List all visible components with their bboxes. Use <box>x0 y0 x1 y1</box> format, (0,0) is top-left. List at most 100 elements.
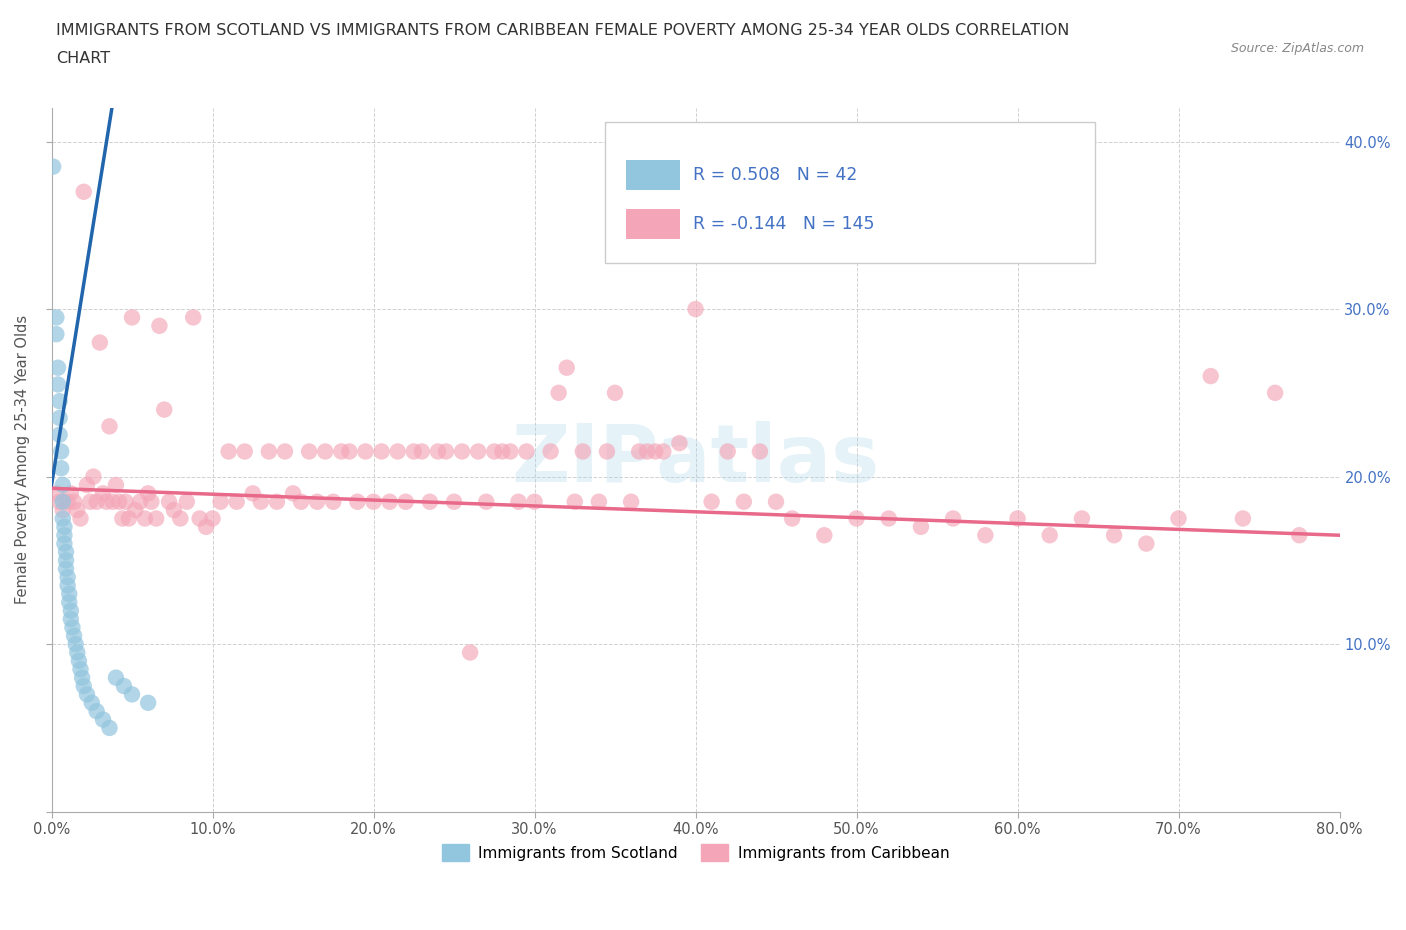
Text: ZIPatlas: ZIPatlas <box>512 421 880 498</box>
Point <box>48 427 70 442</box>
Point <box>101 494 124 509</box>
Point <box>48 410 70 425</box>
Point <box>53 537 76 551</box>
Point <box>42 159 65 174</box>
Point <box>644 444 666 458</box>
Point <box>111 512 134 526</box>
Point <box>124 503 146 518</box>
Text: Source: ZipAtlas.com: Source: ZipAtlas.com <box>1230 42 1364 55</box>
Point <box>467 444 489 458</box>
Point <box>298 444 321 458</box>
Point <box>58 587 80 602</box>
Point <box>780 512 803 526</box>
Point <box>354 444 377 458</box>
Point <box>402 444 425 458</box>
Point <box>73 184 96 199</box>
Point <box>1135 537 1157 551</box>
Point <box>1167 512 1189 526</box>
Point <box>363 494 385 509</box>
Point <box>233 444 256 458</box>
Point <box>499 444 522 458</box>
Point <box>1007 512 1029 526</box>
Point <box>484 444 506 458</box>
Point <box>426 444 449 458</box>
Point <box>86 704 108 719</box>
Point <box>748 444 770 458</box>
Point <box>555 360 578 375</box>
Point <box>195 520 218 535</box>
Point <box>307 494 329 509</box>
Point <box>79 494 101 509</box>
Point <box>225 494 247 509</box>
Point <box>55 562 77 577</box>
Point <box>98 418 121 433</box>
Point <box>523 494 546 509</box>
Point <box>201 512 224 526</box>
Point <box>148 318 170 333</box>
Point <box>330 444 353 458</box>
Point <box>515 444 537 458</box>
Point <box>628 444 651 458</box>
Point <box>76 477 98 492</box>
Point <box>136 485 159 500</box>
Point <box>52 512 75 526</box>
Point <box>51 444 73 458</box>
Point <box>508 494 530 509</box>
Point <box>877 512 900 526</box>
Legend: Immigrants from Scotland, Immigrants from Caribbean: Immigrants from Scotland, Immigrants fro… <box>436 838 956 868</box>
FancyBboxPatch shape <box>626 209 681 239</box>
Point <box>145 512 167 526</box>
Point <box>547 385 569 400</box>
Point <box>1288 528 1310 543</box>
Point <box>45 485 67 500</box>
Text: R = -0.144   N = 145: R = -0.144 N = 145 <box>693 215 875 233</box>
Point <box>114 494 136 509</box>
Point <box>66 645 89 660</box>
Point <box>274 444 297 458</box>
Point <box>52 494 75 509</box>
Point <box>66 503 89 518</box>
Point <box>59 485 82 500</box>
Point <box>62 620 84 635</box>
Point <box>1232 512 1254 526</box>
Point <box>46 377 69 392</box>
Point <box>603 385 626 400</box>
Point <box>176 494 198 509</box>
Point <box>96 494 118 509</box>
Point <box>540 444 562 458</box>
Point <box>419 494 441 509</box>
Point <box>56 570 79 585</box>
Point <box>411 444 433 458</box>
Point <box>346 494 368 509</box>
Point <box>55 545 77 560</box>
Point <box>281 485 304 500</box>
Point <box>53 520 76 535</box>
Point <box>188 512 211 526</box>
Point <box>458 645 481 660</box>
Point <box>129 494 152 509</box>
Point <box>169 512 191 526</box>
Point <box>63 629 86 644</box>
Point <box>73 679 96 694</box>
Point <box>290 494 312 509</box>
Point <box>141 494 163 509</box>
Text: CHART: CHART <box>56 51 110 66</box>
Point <box>322 494 344 509</box>
Point <box>572 444 595 458</box>
Point <box>337 444 360 458</box>
Point <box>209 494 232 509</box>
Text: R = 0.508   N = 42: R = 0.508 N = 42 <box>693 166 858 184</box>
Point <box>63 494 86 509</box>
Point <box>257 444 280 458</box>
Point <box>56 578 79 593</box>
Point <box>69 512 91 526</box>
FancyBboxPatch shape <box>606 122 1095 263</box>
Point <box>596 444 619 458</box>
FancyBboxPatch shape <box>626 160 681 190</box>
Point <box>1199 368 1222 383</box>
Point <box>181 310 204 325</box>
Point <box>53 528 76 543</box>
Point <box>45 310 67 325</box>
Point <box>52 477 75 492</box>
Point <box>910 520 932 535</box>
